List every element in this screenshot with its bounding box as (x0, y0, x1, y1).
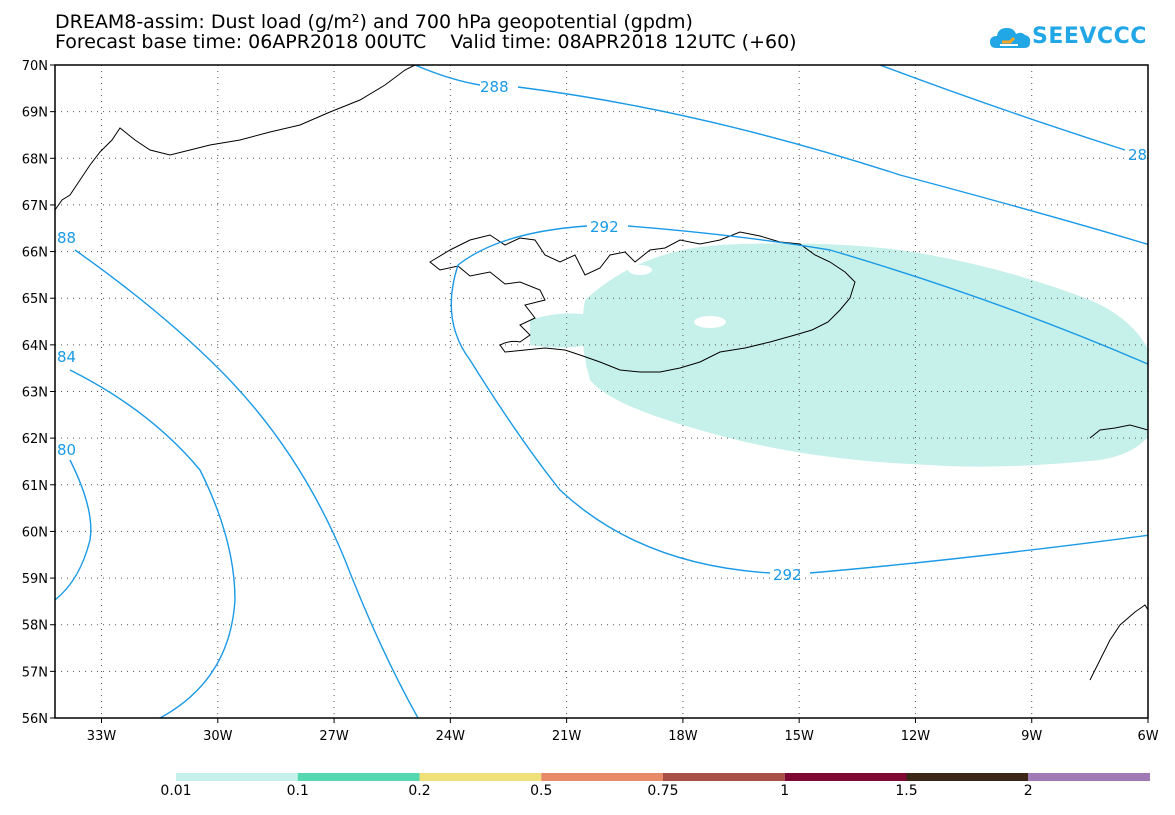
contour-label: 84 (57, 348, 76, 366)
latitude-tick-label: 63N (22, 386, 48, 401)
latitude-tick-label: 67N (22, 199, 48, 214)
seevccc-logo: SEEVCCC (988, 18, 1146, 58)
longitude-tick-label: 30W (203, 729, 233, 744)
contour-labels: 288 292 292 28 88 84 80 (57, 78, 1147, 584)
longitude-tick-label: 6W (1137, 729, 1158, 744)
contour-288-west (74, 249, 419, 718)
latitude-tick-label: 59N (22, 572, 48, 587)
latitude-tick-label: 61N (22, 479, 48, 494)
latitude-tick-label: 57N (22, 665, 48, 680)
colorbar-label: 0.5 (530, 783, 553, 799)
latitude-tick-label: 69N (22, 106, 48, 121)
contour-label: 28 (1128, 146, 1147, 164)
longitude-tick-label: 15W (784, 729, 814, 744)
chart-title-line2: Forecast base time: 06APR2018 00UTC Vali… (55, 31, 797, 53)
longitude-tick-label: 27W (319, 729, 349, 744)
latitude-tick-label: 62N (22, 432, 48, 447)
longitude-tick-label: 18W (668, 729, 698, 744)
coastlines (55, 65, 1148, 681)
logo-text: SEEVCCC (1032, 24, 1147, 49)
cloud-icon (990, 28, 1031, 48)
contour-284-west (69, 369, 236, 718)
iceland-coast (429, 231, 856, 373)
longitude-tick-label: 9W (1021, 729, 1042, 744)
latitude-tick-label: 70N (22, 59, 48, 74)
latitude-tick-label: 58N (22, 619, 48, 634)
geopotential-contours (55, 65, 1148, 718)
contour-label: 80 (57, 441, 76, 459)
contour-292 (450, 225, 1148, 574)
latitude-tick-label: 60N (22, 525, 48, 540)
colorbar-label: 1 (780, 783, 790, 799)
colorbar-label: 1.5 (895, 783, 918, 799)
contour-28x-ne (879, 65, 1126, 151)
colorbar-label: 0.2 (408, 783, 431, 799)
contour-label: 292 (590, 218, 619, 236)
longitude-labels: 33W 30W 27W 24W 21W 18W 15W 12W 9W 6W (87, 718, 1159, 744)
colorbar-label: 2 (1023, 783, 1033, 799)
dust-load-shading (530, 243, 1148, 467)
scotland-coast (1089, 604, 1148, 681)
longitude-tick-label: 24W (436, 729, 466, 744)
contour-label: 288 (480, 78, 509, 96)
latitude-tick-label: 56N (22, 712, 48, 727)
longitude-tick-label: 21W (552, 729, 582, 744)
contour-label: 88 (57, 229, 76, 247)
chart-title-line1: DREAM8-assim: Dust load (g/m²) and 700 h… (55, 11, 693, 33)
latitude-tick-label: 65N (22, 292, 48, 307)
longitude-tick-label: 33W (87, 729, 117, 744)
faroe-shetland-coast (1089, 424, 1148, 439)
contour-288-north (414, 65, 1148, 246)
contour-280-west (55, 459, 92, 601)
latitude-labels: 70N 69N 68N 67N 66N 65N 64N 63N 62N 61N 60N 59N 58N 5… (22, 59, 55, 727)
colorbar-label: 0.75 (647, 783, 679, 799)
colorbar-label: 0.1 (286, 783, 309, 799)
longitude-tick-label: 12W (901, 729, 931, 744)
latitude-tick-label: 64N (22, 339, 48, 354)
colorbar-label: 0.01 (160, 783, 192, 799)
greenland-coast (55, 65, 416, 211)
latitude-tick-label: 68N (22, 152, 48, 167)
graticule (55, 65, 1148, 718)
contour-label: 292 (773, 566, 802, 584)
latitude-tick-label: 66N (22, 246, 48, 261)
